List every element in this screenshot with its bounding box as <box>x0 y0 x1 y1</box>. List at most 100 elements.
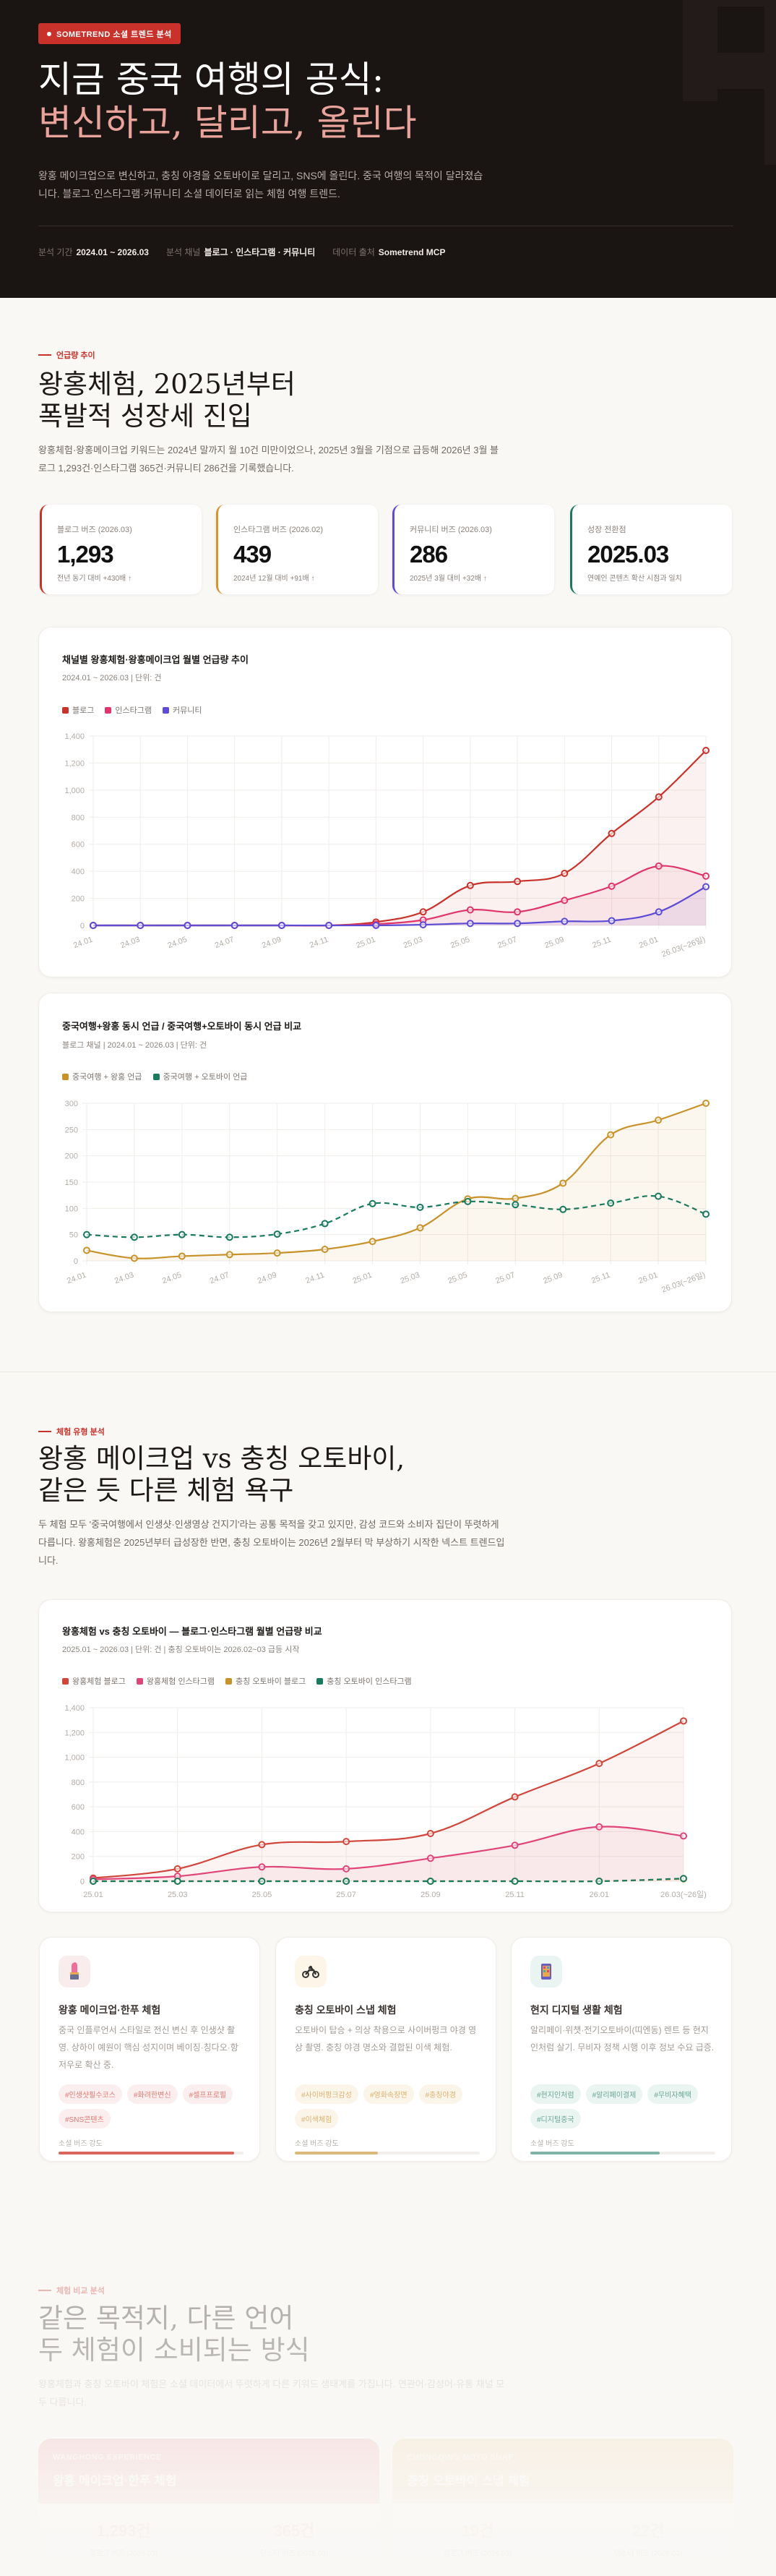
stat-value: 439 <box>233 541 272 568</box>
stat-card-instagram: 인스타그램 버즈 (2026.02) 439 2024년 12월 대비 +91배 ↑ <box>216 505 378 594</box>
y-tick-label: 1,200 <box>64 759 85 768</box>
legend-item[interactable]: 중국여행 + 오토바이 언급 <box>152 1071 247 1082</box>
x-tick-label: 25.01 <box>83 1891 103 1899</box>
x-tick-label: 24.03 <box>119 936 141 951</box>
stat-label: 커뮤니티 버즈 (2026.03) <box>410 526 492 534</box>
legend-swatch <box>225 1677 233 1685</box>
x-tick-label: 25.05 <box>449 936 471 951</box>
series-area <box>93 865 706 926</box>
legend-swatch <box>152 1073 160 1080</box>
legend-swatch <box>62 706 69 714</box>
section-description: 두 체험 모두 '중국여행에서 인생샷·인생영상 건지기'라는 공통 목적을 갖… <box>38 1519 505 1566</box>
x-tick-label: 24.07 <box>214 936 236 951</box>
y-tick-label: 300 <box>65 1100 78 1108</box>
section-title: 왕홍 메이크업 vs 충칭 오토바이, 같은 듯 다른 체험 욕구 <box>38 1443 405 1507</box>
series-line <box>93 886 707 927</box>
compare-header: CHONGQING MOTO SNAP 충칭 오토바이 스냅 체험 <box>392 2439 733 2504</box>
compare-stat-value: 365건 <box>273 2522 315 2540</box>
x-tick-label: 25.07 <box>494 1271 516 1286</box>
series-line <box>92 1720 684 1879</box>
section-description: 왕홍체험·왕홍메이크업 키워드는 2024년 말까지 월 10건 미만이었으나,… <box>38 445 499 474</box>
buzz-label: 소셜 버즈 강도 <box>530 2140 574 2148</box>
x-tick-label: 26.03(~26일) <box>660 934 707 959</box>
data-point <box>655 1192 663 1200</box>
legend-item[interactable]: 커뮤니티 <box>162 704 202 716</box>
data-point <box>702 1210 710 1218</box>
data-point <box>258 1841 266 1849</box>
legend-label: 인스타그램 <box>115 706 152 715</box>
meta-label: 데이터 출처 <box>332 247 375 257</box>
motorcycle-icon <box>302 1966 319 1978</box>
section-title: 같은 목적지, 다른 언어 두 체험이 소비되는 방식 <box>38 2303 310 2366</box>
compare-stat-label: 인스타 버즈 (2026.03) <box>259 2550 329 2558</box>
stat-label: 블로그 버즈 (2026.03) <box>57 526 132 534</box>
legend-swatch <box>316 1677 324 1685</box>
x-tick-label: 25.01 <box>352 1271 374 1286</box>
meta-channel: 분석 채널 블로그 · 인스타그램 · 커뮤니티 <box>166 246 315 258</box>
legend-item[interactable]: 중국여행 + 왕홍 언급 <box>62 1071 142 1082</box>
series-line <box>86 1102 707 1259</box>
x-tick-label: 25.11 <box>505 1891 525 1899</box>
data-point <box>83 1231 90 1238</box>
data-point <box>680 1875 687 1883</box>
y-tick-label: 200 <box>72 895 85 904</box>
legend-item[interactable]: 인스타그램 <box>105 704 152 716</box>
stat-sub: 연예인 콘텐츠 확산 시점과 일치 <box>587 575 682 583</box>
data-point <box>321 1246 329 1254</box>
data-point <box>595 1878 603 1885</box>
stat-card-turning-point: 성장 전환점 2025.03 연예인 콘텐츠 확산 시점과 일치 <box>570 505 732 594</box>
compare-stat-label: 블로그 버즈 (2026.03) <box>89 2550 158 2558</box>
compare-header: WANGHONG EXPERIENCE 왕홍 메이크업·한푸 체험 <box>38 2439 379 2504</box>
eyebrow-bar <box>38 354 51 356</box>
buzz-intensity-fill <box>295 2152 379 2154</box>
meta-period: 분석 기간 2024.01 ~ 2026.03 <box>38 246 149 258</box>
tag-list: #사이버펑크감성 #영화속장면 #충칭야경 #이색체험 <box>295 2084 484 2128</box>
badge-label: SOMETREND 소셜 트렌드 분석 <box>56 30 172 39</box>
data-point <box>273 1249 281 1257</box>
data-point <box>702 1100 710 1107</box>
series-line <box>92 1826 684 1880</box>
data-point <box>416 1224 424 1232</box>
buzz-intensity-bar <box>295 2152 480 2154</box>
hashtag: #사이버펑크감성 <box>295 2084 358 2104</box>
feature-card-digital-life: 현지 디지털 생활 체험 알리페이·위챗·전기오토바이(띠엔동) 렌트 등 현지… <box>511 1937 732 2162</box>
data-point <box>178 1231 186 1238</box>
x-tick-label: 24.03 <box>113 1271 135 1286</box>
legend-item[interactable]: 왕홍체험 인스타그램 <box>136 1675 215 1687</box>
y-tick-label: 1,000 <box>64 787 85 795</box>
stat-card-blog: 블로그 버즈 (2026.03) 1,293 전년 동기 대비 +430배 ↑ <box>40 505 202 594</box>
compare-stat-value: 19건 <box>461 2522 494 2540</box>
chart-subtitle: 2025.01 ~ 2026.03 | 단위: 건 | 충칭 오토바이는 202… <box>62 1646 300 1654</box>
compare-stat-value: 1,293건 <box>96 2522 151 2540</box>
title-line: 폭발적 성장세 진입 <box>38 401 252 432</box>
series-line <box>86 1195 707 1238</box>
compare-eyebrow: WANGHONG EXPERIENCE <box>53 2453 162 2462</box>
legend-item[interactable]: 충칭 오토바이 인스타그램 <box>316 1675 412 1687</box>
eyebrow-bar <box>38 1431 51 1432</box>
data-point <box>90 922 97 929</box>
legend-item[interactable]: 왕홍체험 블로그 <box>62 1675 126 1687</box>
phone-icon <box>541 1964 551 1980</box>
x-tick-label: 25.05 <box>447 1271 468 1286</box>
y-tick-label: 600 <box>72 1803 85 1812</box>
feature-title: 충칭 오토바이 스냅 체험 <box>295 2004 397 2016</box>
x-tick-label: 26.01 <box>637 1271 659 1286</box>
compare-stat-label: 인스타 버즈 (2026.03) <box>613 2550 683 2558</box>
buzz-intensity-fill <box>59 2152 235 2154</box>
data-point <box>466 881 474 889</box>
legend-item[interactable]: 충칭 오토바이 블로그 <box>225 1675 306 1687</box>
tag-list: #인생샷필수코스 #화려한변신 #셀프프로필 #SNS콘텐츠 <box>59 2084 248 2128</box>
data-point <box>90 1878 97 1885</box>
eyebrow-bar <box>38 2290 51 2291</box>
data-point <box>258 1878 266 1885</box>
legend-item[interactable]: 블로그 <box>62 704 94 716</box>
hero-title-line1: 지금 중국 여행의 공식: <box>38 59 384 100</box>
data-point <box>655 793 663 801</box>
compare-title: 충칭 오토바이 스냅 체험 <box>407 2474 530 2488</box>
icon-box <box>59 1956 90 1987</box>
meta-source: 데이터 출처 Sometrend MCP <box>332 246 445 258</box>
hashtag: #셀프프로필 <box>182 2084 233 2104</box>
compare-stat: 22건 인스타 버즈 (2026.03) <box>563 2504 733 2558</box>
data-point <box>225 1233 233 1241</box>
y-tick-label: 400 <box>72 868 85 876</box>
